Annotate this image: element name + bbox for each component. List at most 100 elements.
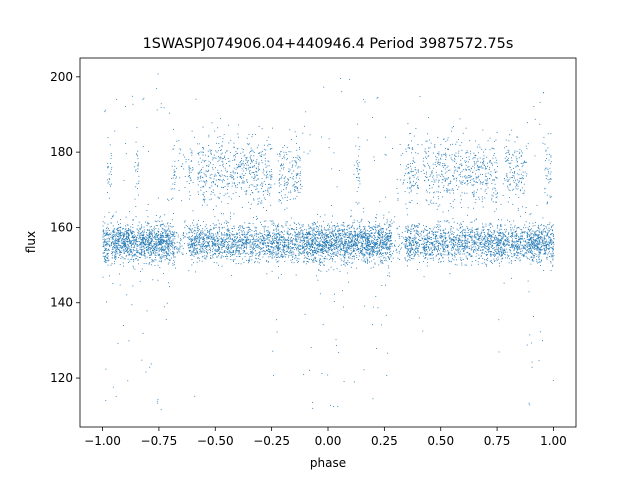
data-point (302, 242, 304, 244)
data-point (365, 262, 367, 264)
data-point (550, 262, 552, 264)
data-point (171, 234, 173, 236)
data-point (118, 235, 120, 237)
data-point (379, 201, 381, 203)
data-point (504, 224, 506, 226)
data-point (121, 243, 123, 245)
data-point (253, 155, 255, 157)
data-point (451, 246, 453, 248)
data-point (464, 168, 466, 170)
data-point (250, 203, 252, 205)
data-point (148, 251, 150, 253)
data-point (255, 170, 257, 172)
data-point (539, 241, 541, 243)
data-point (202, 247, 203, 249)
data-point (355, 176, 357, 178)
data-point (387, 235, 389, 237)
data-point (464, 175, 466, 177)
data-point (223, 175, 225, 176)
data-point (111, 168, 112, 170)
data-point (155, 242, 157, 244)
data-point (146, 246, 148, 247)
data-point (157, 253, 159, 255)
data-point (414, 174, 416, 176)
data-point (405, 148, 407, 150)
data-point (319, 262, 321, 264)
data-point (333, 225, 335, 226)
data-point (549, 153, 550, 155)
data-point (107, 252, 109, 254)
data-point (340, 258, 342, 260)
data-point (337, 251, 339, 253)
data-point (401, 236, 403, 237)
data-point (168, 247, 170, 249)
data-point (367, 241, 369, 243)
data-point (406, 239, 407, 240)
data-point (448, 236, 450, 238)
data-point (284, 194, 286, 196)
data-point (457, 248, 458, 250)
data-point (251, 190, 252, 192)
data-point (468, 174, 470, 176)
data-point (251, 252, 253, 254)
data-point (180, 165, 182, 167)
data-point (489, 223, 491, 225)
data-point (152, 252, 154, 254)
data-point (130, 258, 132, 260)
data-point (455, 180, 457, 182)
data-point (386, 246, 388, 248)
data-point (292, 228, 293, 230)
data-point (380, 324, 382, 326)
data-point (367, 239, 369, 241)
data-point (532, 243, 534, 245)
data-point (521, 176, 523, 178)
data-point (471, 238, 473, 240)
data-point (470, 167, 472, 169)
data-point (234, 258, 236, 260)
data-point (501, 243, 503, 245)
data-point (379, 238, 381, 239)
data-point (454, 157, 455, 159)
data-point (155, 243, 156, 245)
data-point (435, 236, 437, 238)
data-point (450, 240, 452, 242)
data-point (155, 215, 157, 216)
data-point (360, 219, 362, 221)
data-point (473, 196, 475, 198)
data-point (456, 244, 458, 246)
data-point (543, 247, 545, 249)
data-point (224, 155, 226, 157)
data-point (227, 233, 229, 235)
data-point (445, 228, 447, 230)
data-point (544, 243, 546, 244)
data-point (349, 253, 351, 255)
data-point (386, 228, 388, 230)
data-point (322, 236, 324, 238)
data-point (429, 147, 431, 149)
data-point (102, 255, 104, 257)
data-point (202, 249, 204, 251)
data-point (483, 226, 485, 228)
data-point (501, 232, 503, 234)
data-point (454, 253, 456, 255)
data-point (118, 257, 120, 259)
data-point (320, 237, 322, 239)
data-point (440, 235, 442, 237)
data-point (449, 237, 450, 239)
data-point (451, 246, 453, 248)
data-point (190, 237, 192, 239)
data-point (215, 205, 217, 207)
data-point (547, 229, 549, 231)
data-point (402, 183, 404, 185)
data-point (304, 313, 306, 315)
data-point (314, 229, 315, 231)
data-point (106, 233, 108, 235)
data-point (431, 237, 433, 238)
data-point (302, 224, 304, 226)
data-point (102, 238, 104, 240)
data-point (304, 241, 306, 242)
data-point (463, 234, 465, 236)
data-point (328, 248, 329, 250)
data-point (448, 253, 450, 255)
data-point (456, 259, 457, 261)
